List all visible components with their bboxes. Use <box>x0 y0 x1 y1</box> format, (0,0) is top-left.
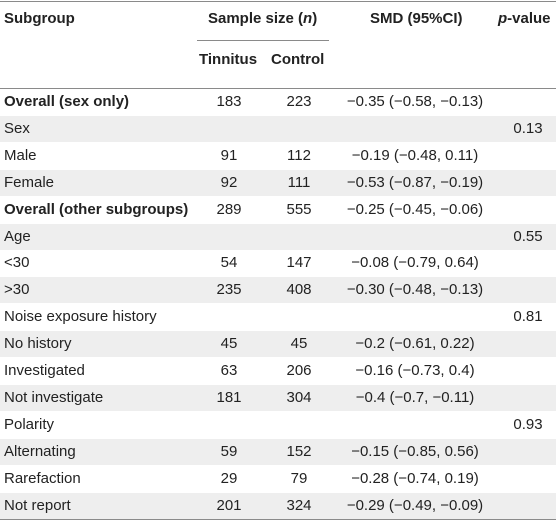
table-row: Age 0.55 <box>0 223 556 250</box>
cell-smd: −0.2 (−0.61, 0.22) <box>355 335 475 353</box>
cell-control: 555 <box>286 200 312 218</box>
table-row: Polarity 0.93 <box>0 412 556 438</box>
table-row: Not investigate 181 304 −0.4 (−0.7, −0.11) <box>0 384 556 411</box>
cell-tinnitus: 45 <box>220 335 238 353</box>
cell-smd: −0.16 (−0.73, 0.4) <box>355 362 475 379</box>
cell-control: 152 <box>286 442 312 460</box>
header-p-var: p <box>498 10 508 27</box>
cell-control: 111 <box>287 173 311 191</box>
cell-control: 324 <box>286 496 312 514</box>
cell-p-value: 0.81 <box>513 308 543 326</box>
sample-size-underline <box>197 40 329 41</box>
table-row: Overall (other subgroups) 289 555 −0.25 (−0… <box>0 197 556 223</box>
cell-tinnitus: 289 <box>216 200 242 218</box>
row-label: Not report <box>4 496 71 514</box>
header-tinnitus: Tinnitus <box>199 51 258 68</box>
cell-smd: −0.35 (−0.58, −0.13) <box>346 93 484 110</box>
cell-control: 408 <box>286 281 312 299</box>
cell-smd: −0.08 (−0.79, 0.64) <box>351 254 479 272</box>
row-label: Investigated <box>4 362 85 379</box>
cell-tinnitus: 181 <box>216 388 242 406</box>
table-row: Noise exposure history 0.81 <box>0 304 556 330</box>
cell-p-value: 0.93 <box>513 415 543 433</box>
header-sample-size-prefix: Sample size ( <box>208 10 304 27</box>
table-row: Alternating 59 152 −0.15 (−0.85, 0.56) <box>0 438 556 465</box>
cell-tinnitus: 183 <box>216 93 242 110</box>
table-row: Male 91 112 −0.19 (−0.48, 0.11) <box>0 143 556 169</box>
cell-tinnitus: 92 <box>220 173 238 191</box>
cell-control: 45 <box>290 335 308 353</box>
header-subgroup: Subgroup <box>4 10 75 27</box>
cell-smd: −0.4 (−0.7, −0.11) <box>355 388 475 406</box>
cell-tinnitus: 201 <box>216 496 242 514</box>
row-label: Male <box>4 146 37 164</box>
row-label: Not investigate <box>4 388 104 406</box>
cell-control: 223 <box>286 93 312 110</box>
table-top-rule <box>0 1 556 2</box>
row-label: No history <box>4 335 72 353</box>
row-label: Overall (sex only) <box>4 93 130 110</box>
cell-tinnitus: 63 <box>220 362 238 379</box>
row-label: Polarity <box>4 415 55 433</box>
cell-p-value: 0.13 <box>513 119 543 137</box>
header-sample-size-var: n <box>303 10 313 27</box>
row-label: <30 <box>4 254 30 272</box>
cell-smd: −0.29 (−0.49, −0.09) <box>346 496 484 514</box>
table-row: Female 92 111 −0.53 (−0.87, −0.19) <box>0 169 556 196</box>
cell-tinnitus: 59 <box>220 442 238 460</box>
row-label: Sex <box>4 119 30 137</box>
table-row: Investigated 63 206 −0.16 (−0.73, 0.4) <box>0 358 556 384</box>
cell-smd: −0.53 (−0.87, −0.19) <box>346 173 484 191</box>
cell-control: 304 <box>286 388 312 406</box>
table-row: >30 235 408 −0.30 (−0.48, −0.13) <box>0 277 556 304</box>
row-label: Age <box>4 227 31 245</box>
cell-smd: −0.30 (−0.48, −0.13) <box>346 281 484 299</box>
header-bottom-rule <box>0 88 556 89</box>
cell-control: 206 <box>286 362 312 379</box>
cell-control: 112 <box>287 146 311 164</box>
table-row: No history 45 45 −0.2 (−0.61, 0.22) <box>0 331 556 358</box>
cell-smd: −0.25 (−0.45, −0.06) <box>346 200 484 218</box>
header-sample-size-suffix: ) <box>312 10 318 27</box>
table-bottom-rule <box>0 519 556 520</box>
row-label: >30 <box>4 281 30 299</box>
table-row: Not report 201 324 −0.29 (−0.49, −0.09) <box>0 492 556 519</box>
header-p-suffix: -value <box>507 10 551 27</box>
cell-control: 79 <box>290 469 308 487</box>
header-control: Control <box>271 51 325 68</box>
cell-smd: −0.15 (−0.85, 0.56) <box>351 442 479 460</box>
cell-tinnitus: 235 <box>216 281 242 299</box>
row-label: Alternating <box>4 442 76 460</box>
cell-smd: −0.28 (−0.74, 0.19) <box>351 469 479 487</box>
table-row: Rarefaction 29 79 −0.28 (−0.74, 0.19) <box>0 466 556 492</box>
cell-p-value: 0.55 <box>513 227 543 245</box>
cell-tinnitus: 29 <box>220 469 238 487</box>
header-p-value: p-value <box>498 10 551 27</box>
cell-control: 147 <box>286 254 312 272</box>
row-label: Rarefaction <box>4 469 81 487</box>
table-row: Sex 0.13 <box>0 115 556 142</box>
header-smd: SMD (95%CI) <box>370 10 463 27</box>
cell-tinnitus: 91 <box>220 146 238 164</box>
table-row: Overall (sex only) 183 223 −0.35 (−0.58, −0… <box>0 89 556 115</box>
table-row: <30 54 147 −0.08 (−0.79, 0.64) <box>0 250 556 276</box>
row-label: Noise exposure history <box>4 308 157 326</box>
row-label: Overall (other subgroups) <box>4 200 189 218</box>
row-label: Female <box>4 173 55 191</box>
header-sample-size: Sample size (n) <box>208 10 317 27</box>
cell-tinnitus: 54 <box>220 254 238 272</box>
cell-smd: −0.19 (−0.48, 0.11) <box>351 146 479 164</box>
